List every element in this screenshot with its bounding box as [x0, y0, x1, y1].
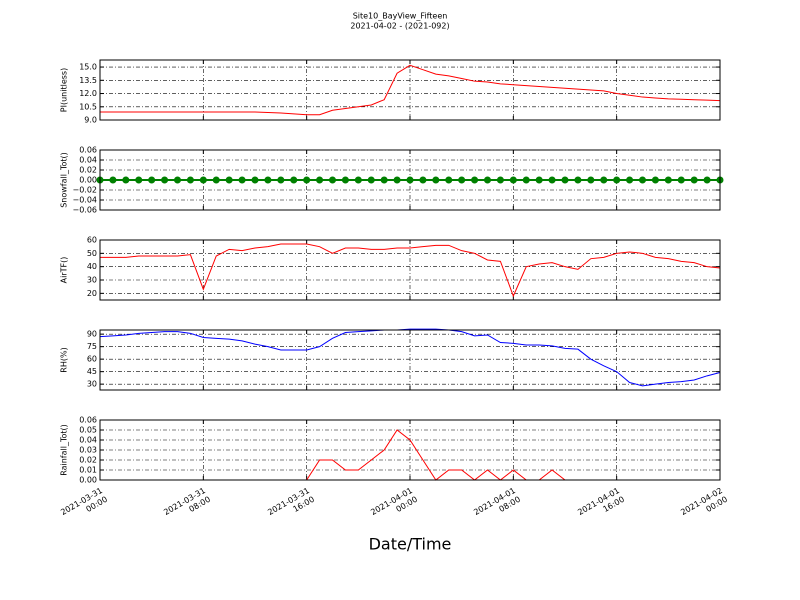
data-point	[109, 176, 117, 184]
y-tick-label: 0.01	[79, 466, 97, 475]
data-point	[445, 176, 453, 184]
y-tick-label: 0.06	[79, 146, 97, 155]
data-point	[329, 176, 336, 184]
plot-frame	[99, 419, 721, 481]
y-tick-label: 13.5	[79, 76, 97, 85]
plot-frame	[99, 239, 721, 301]
data-point	[600, 176, 608, 184]
y-tick-label: −0.02	[72, 186, 97, 195]
data-point	[122, 176, 130, 184]
y-tick-label: 0.02	[79, 166, 97, 175]
data-point	[496, 176, 504, 184]
data-point	[664, 176, 672, 184]
data-point	[290, 176, 298, 184]
y-axis-label: RH(%)	[60, 347, 69, 372]
data-point	[419, 176, 427, 184]
data-point	[535, 176, 543, 184]
data-point	[393, 176, 401, 184]
data-point	[264, 176, 272, 184]
data-point	[484, 176, 491, 184]
data-point	[432, 176, 440, 184]
y-axis-label: Snowfall_Tot()	[60, 152, 69, 208]
data-point	[161, 176, 169, 184]
data-point	[561, 176, 569, 184]
y-tick-label: 30	[87, 380, 97, 389]
data-point	[587, 176, 595, 184]
y-tick-label: 0.04	[79, 156, 97, 165]
y-tick-label: 20	[87, 289, 97, 298]
data-point	[174, 176, 181, 184]
data-point	[471, 176, 479, 184]
data-point	[639, 176, 646, 184]
data-point	[186, 176, 194, 184]
data-point	[651, 176, 659, 184]
y-tick-label: −0.04	[72, 196, 97, 205]
data-point	[613, 176, 621, 184]
y-tick-label: 30	[87, 276, 97, 285]
chart-subtitle: 2021-04-02 - (2021-092)	[350, 22, 449, 31]
data-line	[100, 64, 721, 116]
y-tick-label: 9.0	[84, 116, 97, 125]
data-line	[99, 328, 721, 387]
data-point	[354, 176, 362, 184]
y-tick-label: 0.02	[79, 456, 97, 465]
data-line	[100, 429, 720, 481]
data-point	[380, 176, 388, 184]
plot-frame	[99, 329, 721, 391]
y-tick-label: 50	[87, 249, 97, 258]
data-point	[316, 176, 324, 184]
data-point	[341, 176, 349, 184]
y-axis-label: Rainfall_Tot()	[60, 424, 69, 476]
data-point	[703, 176, 711, 184]
data-point	[303, 176, 311, 184]
data-line	[100, 243, 721, 298]
data-point	[148, 176, 156, 184]
data-point	[225, 176, 233, 184]
data-point	[135, 176, 143, 184]
y-tick-label: 15.0	[79, 63, 97, 72]
data-point	[238, 176, 246, 184]
y-tick-label: 90	[87, 330, 97, 339]
data-point	[277, 176, 285, 184]
y-tick-label: 0.00	[79, 476, 97, 485]
y-tick-label: 45	[87, 367, 97, 376]
y-tick-label: 60	[87, 236, 97, 245]
data-point	[626, 176, 634, 184]
y-tick-label: −0.06	[72, 206, 97, 215]
y-tick-label: 75	[87, 342, 97, 351]
y-tick-label: 60	[87, 355, 97, 364]
y-tick-label: 0.05	[79, 426, 97, 435]
y-axis-label: AirTF()	[60, 257, 69, 284]
y-tick-label: 0.03	[79, 446, 97, 455]
plot-frame	[99, 59, 721, 121]
data-point	[367, 176, 375, 184]
data-point	[522, 176, 530, 184]
data-point	[574, 176, 582, 184]
y-tick-label: 0.06	[79, 416, 97, 425]
data-point	[690, 176, 698, 184]
data-point	[548, 176, 556, 184]
data-point	[509, 176, 517, 184]
y-tick-label: 0.00	[79, 176, 97, 185]
plot-frame	[99, 149, 721, 211]
y-axis-label: PI(unitless)	[60, 68, 69, 112]
data-point	[458, 176, 466, 184]
data-point	[677, 176, 685, 184]
data-point	[212, 176, 220, 184]
y-tick-label: 10.5	[79, 102, 97, 111]
y-tick-label: 12.0	[79, 89, 97, 98]
chart-title: Site10_BayView_Fifteen	[353, 12, 448, 21]
data-point	[251, 176, 259, 184]
data-point	[406, 176, 414, 184]
y-tick-label: 40	[87, 262, 97, 271]
x-axis-label: Date/Time	[369, 535, 452, 554]
y-tick-label: 0.04	[79, 436, 97, 445]
data-point	[199, 176, 207, 184]
